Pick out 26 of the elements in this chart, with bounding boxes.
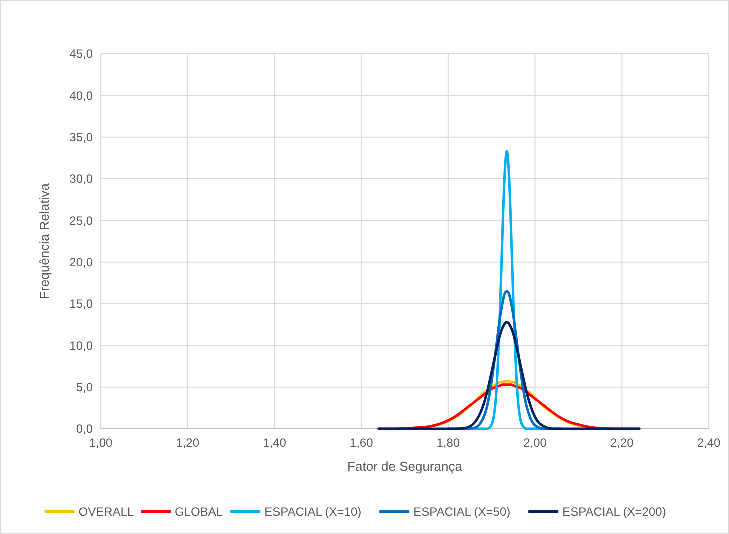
x-tick-label: 2,00: [524, 436, 548, 450]
y-tick-label: 20,0: [70, 256, 94, 270]
x-tick-label: 1,60: [350, 436, 374, 450]
x-tick-label: 2,40: [697, 436, 721, 450]
legend-label: ESPACIAL (X=200): [562, 505, 666, 519]
x-axis-title: Fator de Segurança: [348, 459, 464, 474]
y-tick-label: 25,0: [70, 214, 94, 228]
legend-label: GLOBAL: [175, 505, 224, 519]
x-tick-label: 2,20: [610, 436, 634, 450]
x-tick-label: 1,80: [436, 436, 460, 450]
y-tick-label: 45,0: [70, 47, 94, 62]
y-tick-label: 10,0: [70, 338, 94, 353]
x-tick-label: 1,00: [89, 436, 113, 450]
y-tick-label: 40,0: [70, 88, 94, 103]
y-tick-label: 0,0: [76, 422, 94, 436]
y-tick-label: 30,0: [70, 172, 94, 186]
x-tick-label: 1,40: [263, 436, 287, 450]
legend-label: OVERALL: [78, 505, 134, 519]
legend-label: ESPACIAL (X=50): [414, 505, 511, 519]
y-tick-label: 15,0: [70, 297, 94, 312]
y-axis-title: Frequência Relativa: [37, 182, 52, 300]
line-series: [378, 321, 641, 430]
y-tick-label: 5,0: [76, 380, 94, 395]
y-tick-label: 35,0: [70, 130, 94, 145]
legend-label: ESPACIAL (X=10): [264, 505, 362, 519]
x-tick-label: 1,20: [176, 436, 200, 450]
